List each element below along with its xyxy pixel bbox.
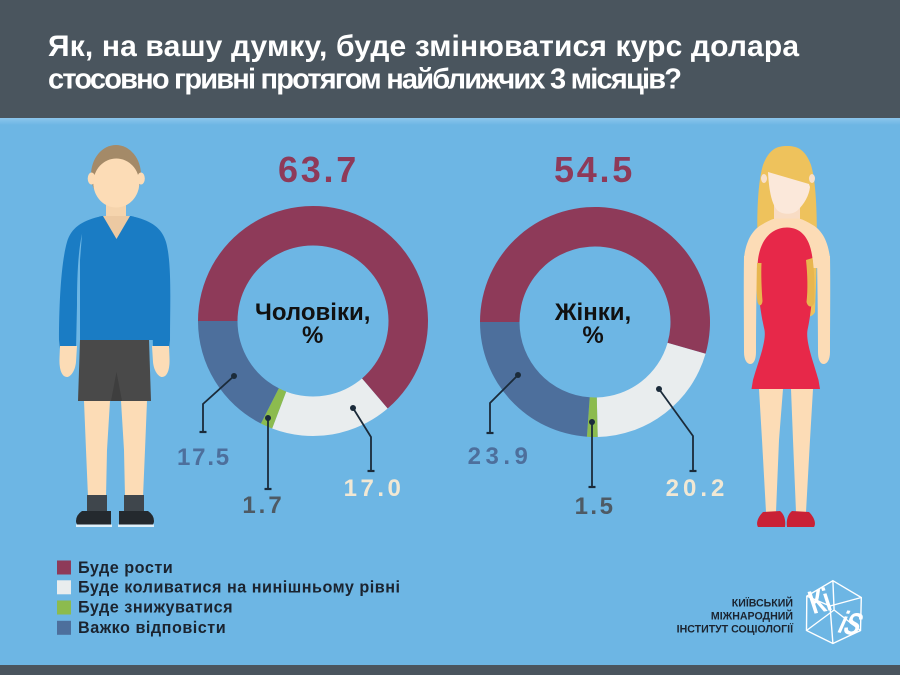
svg-text:63.7: 63.7 bbox=[278, 149, 359, 190]
svg-text:МІЖНАРОДНИЙ: МІЖНАРОДНИЙ bbox=[711, 610, 793, 623]
svg-text:Важко відповісти: Важко відповісти bbox=[78, 619, 226, 637]
svg-text:1.7: 1.7 bbox=[242, 492, 284, 519]
svg-text:17.5: 17.5 bbox=[177, 444, 231, 471]
svg-text:Буде рости: Буде рости bbox=[78, 559, 173, 577]
svg-text:Як, на вашу думку, буде змінюв: Як, на вашу думку, буде змінюватися курс… bbox=[48, 30, 799, 63]
svg-text:%: % bbox=[302, 322, 323, 349]
svg-text:Жінки,: Жінки, bbox=[554, 299, 631, 326]
svg-text:Буде знижуватися: Буде знижуватися bbox=[78, 599, 233, 617]
svg-text:54.5: 54.5 bbox=[554, 149, 635, 190]
svg-text:%: % bbox=[582, 322, 603, 349]
svg-text:20.2: 20.2 bbox=[666, 475, 729, 502]
svg-text:23.9: 23.9 bbox=[468, 443, 533, 470]
svg-text:17.0: 17.0 bbox=[344, 475, 405, 502]
svg-text:стосовно гривні протягом найбл: стосовно гривні протягом найближчих 3 мі… bbox=[48, 64, 681, 96]
svg-text:Чоловіки,: Чоловіки, bbox=[255, 299, 370, 326]
svg-text:Буде коливатися на нинішньому: Буде коливатися на нинішньому рівні bbox=[78, 579, 401, 597]
svg-text:ІНСТИТУТ СОЦІОЛОГІЇ: ІНСТИТУТ СОЦІОЛОГІЇ bbox=[677, 623, 794, 636]
svg-text:КИЇВСЬКИЙ: КИЇВСЬКИЙ bbox=[732, 597, 793, 610]
svg-text:1.5: 1.5 bbox=[575, 493, 616, 520]
